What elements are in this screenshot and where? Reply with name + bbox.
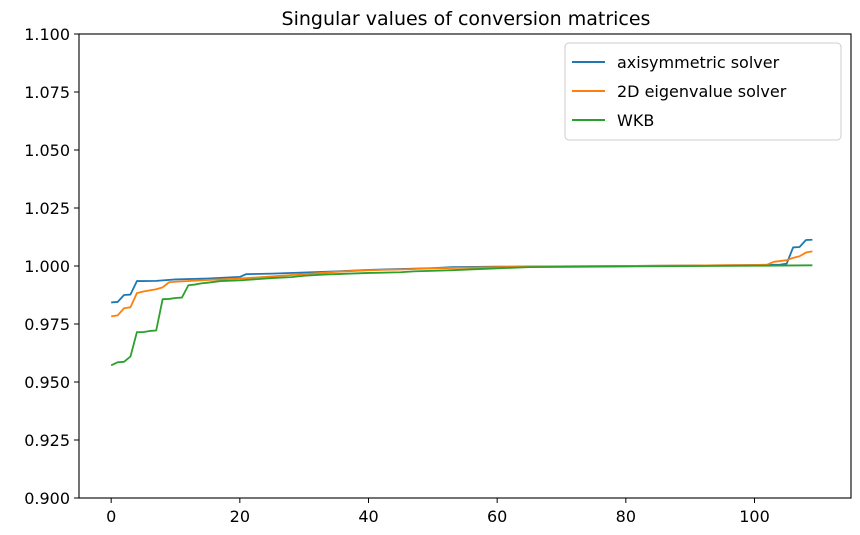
series-line-2 <box>110 264 813 367</box>
chart-title: Singular values of conversion matrices <box>282 8 651 30</box>
y-tick-label: 1.075 <box>24 83 70 102</box>
series-lines <box>110 238 813 367</box>
x-axis: 0 20 40 60 80 100 <box>106 498 770 526</box>
y-tick-label: 1.025 <box>24 199 70 218</box>
x-tick-label: 20 <box>230 507 250 526</box>
legend-box <box>564 42 842 141</box>
legend: axisymmetric solver 2D eigenvalue solver W… <box>564 42 842 141</box>
y-tick-label: 0.900 <box>24 489 70 508</box>
x-tick-label: 80 <box>616 507 636 526</box>
x-tick-label: 100 <box>739 507 770 526</box>
x-tick-label: 0 <box>106 507 116 526</box>
y-tick-label: 0.950 <box>24 373 70 392</box>
x-tick-label: 60 <box>487 507 507 526</box>
y-tick-label: 0.925 <box>24 431 70 450</box>
legend-label-0: axisymmetric solver <box>617 53 780 72</box>
x-tick-label: 40 <box>358 507 378 526</box>
y-tick-label: 0.975 <box>24 315 70 334</box>
legend-label-1: 2D eigenvalue solver <box>617 82 787 101</box>
y-tick-label: 1.050 <box>24 141 70 160</box>
plot-frame <box>78 33 852 499</box>
series-line-1 <box>111 250 813 318</box>
y-tick-label: 1.000 <box>24 257 70 276</box>
y-tick-label: 1.100 <box>24 25 70 44</box>
y-axis: 0.900 0.925 0.950 0.975 1.000 1.025 1.050 1.075… <box>24 25 79 508</box>
legend-label-2: WKB <box>617 111 654 130</box>
